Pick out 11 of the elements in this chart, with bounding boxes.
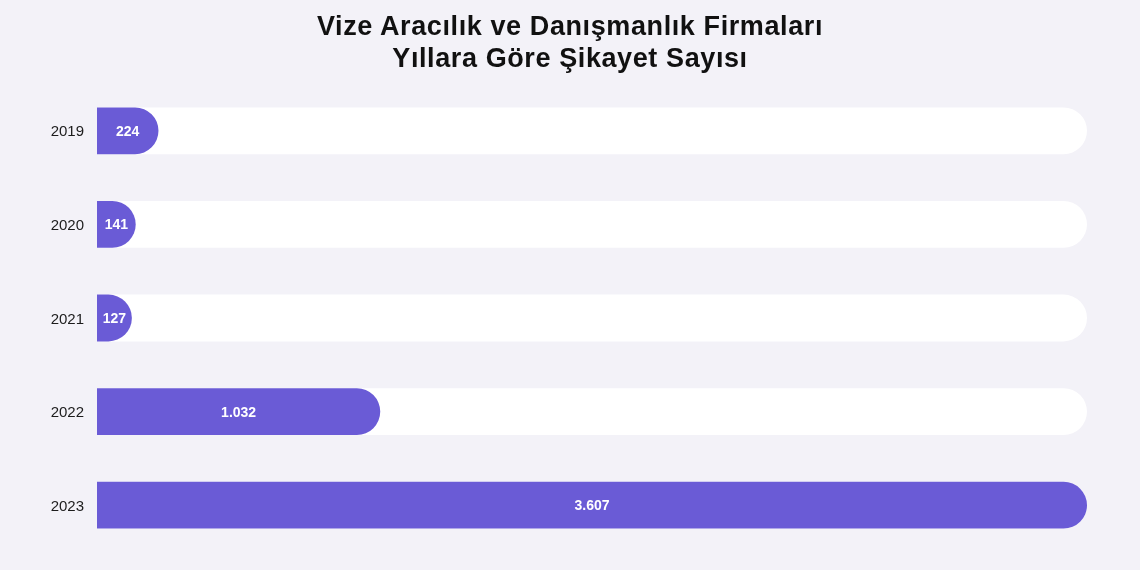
y-tick-label: 2021 <box>50 309 84 327</box>
data-label: 141 <box>104 216 129 233</box>
y-tick-label: 2023 <box>50 496 84 514</box>
data-label: 127 <box>102 310 127 326</box>
y-tick-label: 2020 <box>50 215 84 233</box>
data-label: 3.607 <box>574 497 610 514</box>
data-label: 224 <box>116 122 140 139</box>
y-tick-label: 2022 <box>50 403 84 421</box>
chart-title: Vize Aracılık ve Danışmanlık Firmaları Yıllara Göre Şikayet Sayısı <box>316 11 824 73</box>
y-tick-label: 2019 <box>50 122 84 140</box>
data-label: 1.032 <box>221 403 257 420</box>
